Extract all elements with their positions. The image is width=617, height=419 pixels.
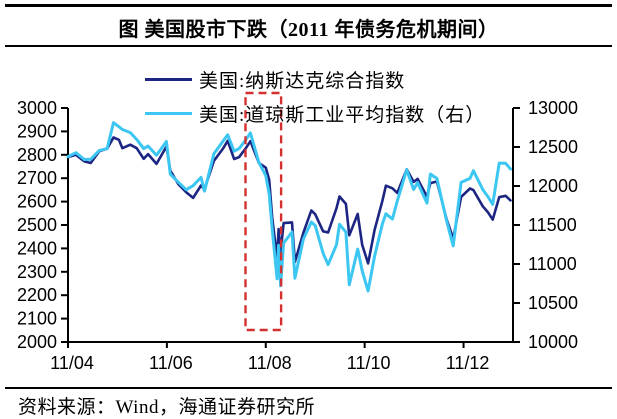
- y-axis-right-tick-label: 12000: [528, 176, 578, 196]
- y-axis-left-tick-label: 2800: [17, 145, 57, 165]
- y-axis-left-tick-label: 2700: [17, 168, 57, 188]
- title-top-rule: [5, 4, 612, 7]
- y-axis-left-tick-label: 2400: [17, 238, 57, 258]
- legend-label-dow: 美国:道琼斯工业平均指数（右）: [199, 105, 486, 126]
- legend-item-dow: 美国:道琼斯工业平均指数（右）: [145, 101, 485, 126]
- x-axis-tick-label: 11/04: [50, 353, 94, 373]
- y-axis-left-tick-label: 2900: [17, 121, 57, 141]
- y-axis-left-tick-label: 2300: [17, 262, 57, 282]
- legend-label-nasdaq: 美国:纳斯达克综合指数: [199, 71, 406, 92]
- legend-item-nasdaq: 美国:纳斯达克综合指数: [145, 67, 485, 92]
- x-axis-tick-label: 11/10: [347, 353, 391, 373]
- plot-area: 3000 2900 2800 2700 2600 2500 2400 2300 2200 2100…: [17, 91, 578, 373]
- y-axis-right-tick-label: 10000: [528, 332, 578, 352]
- y-axis-right-tick-label: 13000: [528, 98, 578, 118]
- dow-line-swatch: [145, 112, 192, 115]
- y-axis-left-tick-label: 2000: [17, 332, 57, 352]
- x-axis-tick-label: 11/12: [446, 353, 490, 373]
- source-note: 资料来源：Wind，海通证券研究所: [18, 397, 315, 418]
- y-axis-left-tick-label: 2500: [17, 215, 57, 235]
- y-axis-left-tick-label: 2600: [17, 192, 57, 212]
- nasdaq-series-line: [66, 136, 512, 265]
- dow-series-line: [66, 121, 512, 293]
- x-axis-tick-label: 11/08: [248, 353, 292, 373]
- y-axis-right-tick-label: 11500: [528, 215, 577, 235]
- y-axis-right-tick-label: 12500: [528, 137, 578, 157]
- nasdaq-line-swatch: [145, 78, 192, 81]
- y-axis-right-tick-label: 11000: [528, 254, 577, 274]
- legend: 美国:纳斯达克综合指数 美国:道琼斯工业平均指数（右）: [145, 67, 485, 135]
- footer-rule: [5, 387, 612, 389]
- y-axis-right-tick-label: 10500: [528, 293, 578, 313]
- figure-title: 图 美国股市下跌（2011 年债务危机期间）: [118, 19, 499, 41]
- y-axis-left-tick-label: 2200: [17, 285, 57, 305]
- crisis-period-annotation-box: [244, 91, 283, 332]
- x-axis-tick-label: 11/06: [149, 353, 193, 373]
- y-axis-left-tick-label: 3000: [17, 98, 57, 118]
- y-axis-left-tick-label: 2100: [17, 309, 57, 329]
- title-bottom-rule: [5, 45, 612, 47]
